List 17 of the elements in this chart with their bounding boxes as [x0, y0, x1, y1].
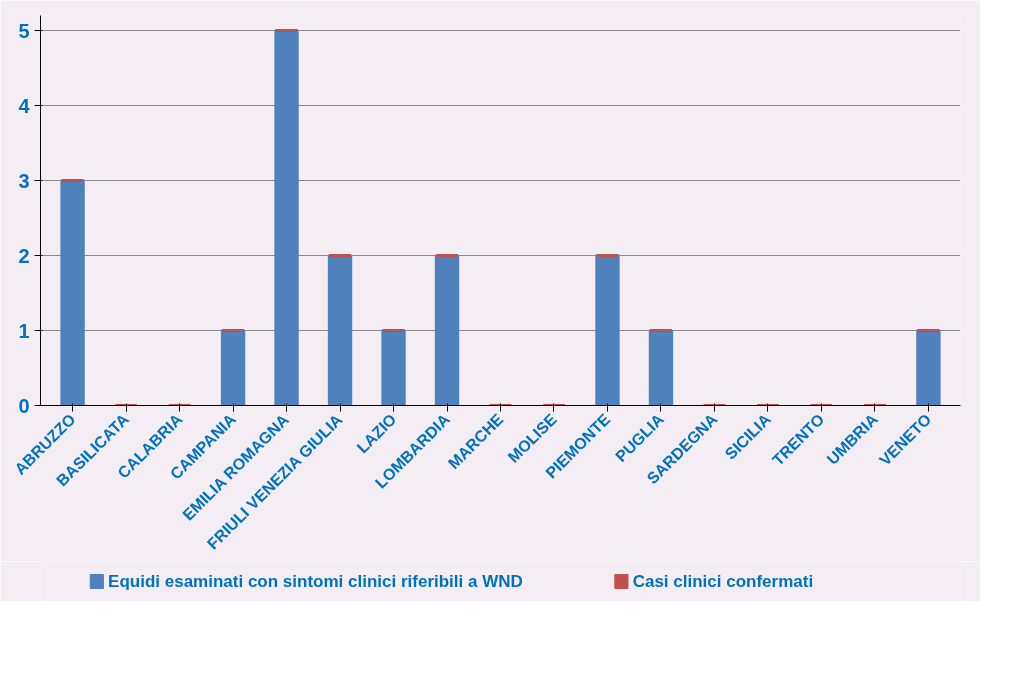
- legend-label: Casi clinici confermati: [632, 572, 814, 591]
- y-tick-label: 2: [18, 244, 30, 267]
- y-tick-label: 4: [18, 94, 31, 117]
- bar: [327, 254, 353, 406]
- bar: [274, 29, 299, 406]
- y-tick-label: 5: [18, 19, 30, 42]
- bar: [381, 329, 406, 406]
- y-tick-label: 0: [18, 394, 30, 417]
- bar: [595, 254, 620, 406]
- bar: [648, 329, 674, 406]
- legend-label: Equidi esaminati con sintomi clinici riferibili a WND: [108, 572, 523, 591]
- y-tick-label: 1: [18, 319, 30, 342]
- bar: [220, 329, 246, 406]
- bar: [434, 254, 460, 406]
- y-tick-label: 3: [18, 169, 30, 192]
- bar: [60, 179, 85, 406]
- bar: [916, 329, 941, 406]
